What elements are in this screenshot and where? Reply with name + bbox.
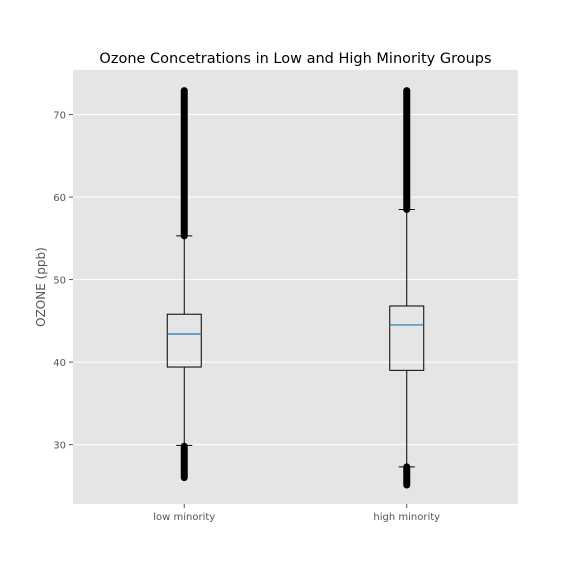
outliers-high: [180, 87, 188, 240]
grid-lines: [73, 114, 518, 446]
y-axis-ticks: 30 40 50 60 70: [53, 111, 73, 452]
box-group: [389, 87, 425, 489]
chart-title: Ozone Concetrations in Low and High Mino…: [99, 51, 491, 67]
box: [389, 305, 425, 371]
box-plots: [166, 87, 425, 489]
outliers-high: [403, 87, 411, 213]
plot-area: [73, 70, 518, 504]
y-tick-label: 50: [53, 276, 66, 287]
x-tick-label: low minority: [153, 512, 215, 523]
y-tick-label: 60: [53, 193, 66, 204]
y-tick-label: 40: [53, 358, 66, 369]
outliers-low: [180, 442, 188, 482]
y-axis-label: OZONE (ppb): [34, 247, 48, 327]
box-group: [166, 87, 202, 482]
x-tick-label: high minority: [373, 512, 440, 523]
outliers-low: [403, 463, 411, 489]
x-axis-ticks: low minority high minority: [153, 504, 440, 523]
y-tick-label: 70: [53, 111, 66, 122]
box: [166, 313, 202, 368]
y-tick-label: 30: [53, 441, 66, 452]
